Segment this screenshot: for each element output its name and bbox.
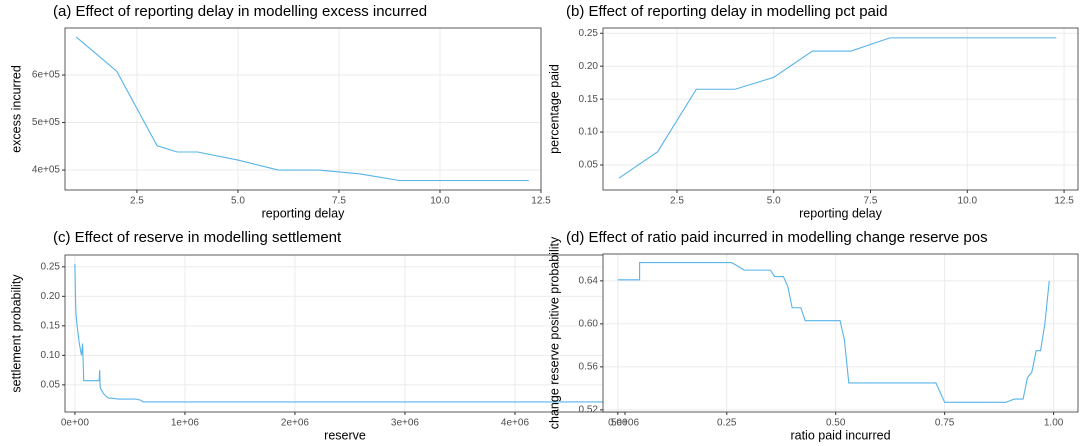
y-tick-label: 0.15 bbox=[579, 94, 599, 105]
x-tick-label: 2.5 bbox=[130, 196, 144, 207]
panel-border bbox=[602, 253, 1079, 413]
y-tick-label: 6e+05 bbox=[32, 70, 61, 81]
y-tick-label: 0.15 bbox=[41, 320, 61, 331]
y-axis-label: settlement probability bbox=[9, 274, 23, 393]
panel bbox=[65, 28, 541, 190]
y-tick-label: 0.56 bbox=[579, 361, 599, 372]
x-tick-label: 1.00 bbox=[1044, 418, 1064, 429]
x-axis-label: ratio paid incurred bbox=[790, 428, 890, 442]
y-tick-label: 0.25 bbox=[579, 28, 599, 39]
y-tick-label: 0.60 bbox=[579, 319, 599, 330]
x-tick-label: 10.0 bbox=[430, 196, 450, 207]
x-tick-label: 12.5 bbox=[1054, 196, 1074, 207]
y-axis-label: excess incurred bbox=[9, 65, 23, 153]
x-tick-label: 7.5 bbox=[332, 196, 346, 207]
x-tick-label: 2.5 bbox=[670, 196, 684, 207]
data-line bbox=[618, 37, 1057, 179]
x-tick-label: 2e+06 bbox=[281, 418, 310, 429]
x-tick-label: 0.25 bbox=[717, 418, 737, 429]
data-line bbox=[74, 263, 603, 403]
x-axis-label: reserve bbox=[324, 428, 366, 442]
panel-title: (d) Effect of ratio paid incurred in mod… bbox=[566, 229, 988, 246]
y-tick-label: 0.64 bbox=[579, 276, 599, 287]
panel-title: (c) Effect of reserve in modelling settl… bbox=[53, 229, 342, 246]
x-tick-label: 5.0 bbox=[767, 196, 781, 207]
y-tick-label: 0.20 bbox=[579, 61, 599, 72]
x-tick-label: 0.00 bbox=[608, 418, 628, 429]
x-tick-label: 0e+00 bbox=[61, 418, 90, 429]
y-axis-label: change reserve positive probability bbox=[547, 236, 561, 429]
x-tick-label: 4e+06 bbox=[501, 418, 530, 429]
x-tick-label: 0.50 bbox=[826, 418, 846, 429]
data-line bbox=[617, 262, 1050, 403]
y-tick-label: 0.10 bbox=[579, 127, 599, 138]
y-tick-label: 0.05 bbox=[41, 379, 61, 390]
data-line bbox=[75, 36, 529, 182]
y-tick-label: 0.10 bbox=[41, 350, 61, 361]
x-tick-label: 1e+06 bbox=[171, 418, 200, 429]
y-tick-label: 4e+05 bbox=[32, 165, 61, 176]
x-axis-label: reporting delay bbox=[799, 206, 882, 220]
panel bbox=[603, 28, 1078, 190]
x-tick-label: 5e+06 bbox=[611, 418, 640, 429]
x-tick-label: 12.5 bbox=[531, 196, 551, 207]
x-tick-label: 3e+06 bbox=[391, 418, 420, 429]
x-tick-label: 5.0 bbox=[231, 196, 245, 207]
x-tick-label: 0.75 bbox=[935, 418, 955, 429]
y-tick-label: 0.05 bbox=[579, 160, 599, 171]
panel-border bbox=[64, 27, 542, 191]
panel bbox=[603, 254, 1078, 412]
panel-title: (a) Effect of reporting delay in modelli… bbox=[53, 3, 427, 20]
y-axis-label: percentage paid bbox=[547, 64, 561, 154]
y-tick-label: 0.25 bbox=[41, 261, 61, 272]
x-tick-label: 10.0 bbox=[958, 196, 978, 207]
x-tick-label: 7.5 bbox=[864, 196, 878, 207]
panel bbox=[65, 255, 625, 412]
y-tick-label: 5e+05 bbox=[32, 117, 61, 128]
x-axis-label: reporting delay bbox=[262, 206, 345, 220]
y-tick-label: 0.52 bbox=[579, 404, 599, 415]
y-tick-label: 0.20 bbox=[41, 291, 61, 302]
panel-border bbox=[602, 27, 1079, 191]
panel-title: (b) Effect of reporting delay in modelli… bbox=[566, 3, 888, 20]
